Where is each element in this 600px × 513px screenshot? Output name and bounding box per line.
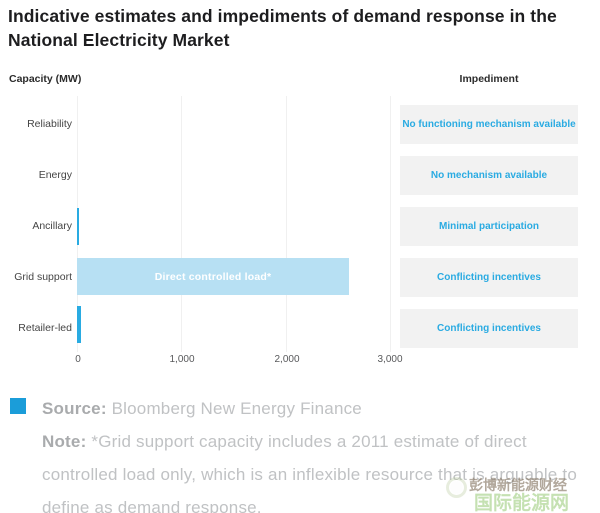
bar-retailer-led [77, 306, 81, 343]
x-tick-2000: 2,000 [274, 354, 300, 365]
bar-ancillary [77, 208, 79, 245]
x-tick-1000: 1,000 [169, 354, 195, 365]
impediment-column-header: Impediment [459, 73, 519, 85]
page-title: Indicative estimates and impediments of … [8, 6, 557, 50]
category-label-energy: Energy [38, 169, 72, 181]
impediment-box-grid-support: Conflicting incentives [400, 258, 578, 297]
capacity-axis-header: Capacity (MW) [9, 73, 82, 85]
source-text: Bloomberg New Energy Finance [106, 399, 362, 418]
footer-text-block: Source: Bloomberg New Energy Finance Not… [42, 392, 594, 513]
note-text: *Grid support capacity includes a 2011 e… [42, 432, 577, 513]
source-legend-square-icon [10, 398, 26, 414]
x-tick-0: 0 [75, 354, 81, 365]
gridline-1000 [181, 96, 182, 352]
bar-chart-plot-area [77, 96, 391, 352]
impediment-box-ancillary: Minimal participation [400, 207, 578, 246]
category-label-grid-support: Grid support [14, 271, 72, 283]
category-label-reliability: Reliability [27, 118, 72, 130]
gridline-2000 [286, 96, 287, 352]
bar-label-direct-controlled-load: Direct controlled load* [154, 270, 272, 283]
gridline-3000 [390, 96, 391, 352]
impediment-text: No functioning mechanism available [402, 119, 576, 130]
bar-grid-support: Direct controlled load* [77, 258, 349, 295]
note-paragraph: Note: *Grid support capacity includes a … [42, 425, 594, 513]
impediment-text: Minimal participation [438, 221, 539, 232]
category-label-retailer-led: Retailer-led [18, 322, 72, 334]
impediment-box-energy: No mechanism available [400, 156, 578, 195]
impediment-text: Conflicting incentives [437, 272, 541, 283]
source-line: Source: Bloomberg New Energy Finance [42, 392, 594, 425]
impediment-box-reliability: No functioning mechanism available [400, 105, 578, 144]
source-label: Source: [42, 399, 107, 418]
category-label-ancillary: Ancillary [32, 220, 72, 232]
impediment-text: No mechanism available [430, 170, 548, 181]
x-tick-3000: 3,000 [377, 354, 403, 365]
impediment-text: Conflicting incentives [437, 323, 541, 334]
impediment-box-retailer-led: Conflicting incentives [400, 309, 578, 348]
note-label: Note: [42, 432, 87, 451]
